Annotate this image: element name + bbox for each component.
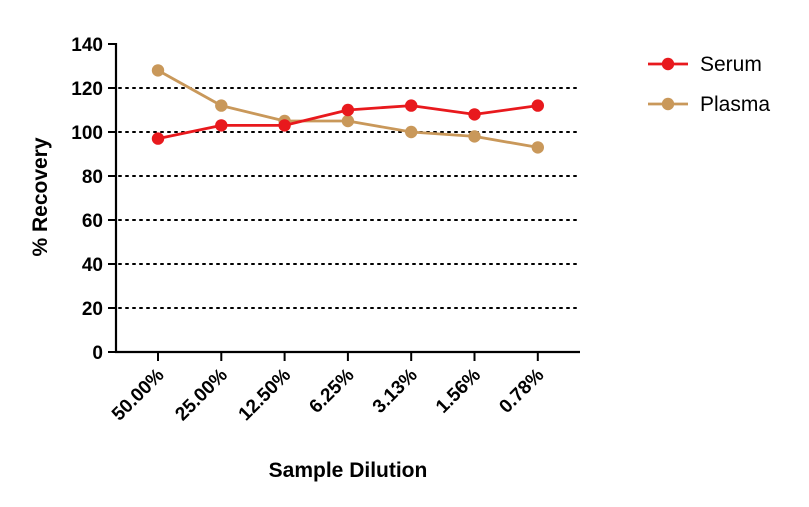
x-tick-label: 0.78% [495,365,548,418]
legend-label: Serum [700,53,762,76]
x-tick-label: 12.50% [235,365,295,425]
x-tick-label: 50.00% [108,365,168,425]
y-tick-label: 80 [82,167,103,188]
legend-label: Plasma [700,93,770,116]
y-tick-label: 0 [92,343,103,364]
data-point-serum [405,99,418,112]
data-point-serum [215,119,228,132]
y-tick-label: 120 [71,79,103,100]
series-serum [151,99,544,145]
data-point-plasma [341,114,355,128]
y-axis-title: % Recovery [29,137,52,256]
x-tick-label: 25.00% [171,365,231,425]
data-point-serum [151,132,165,145]
data-point-plasma [531,141,544,154]
data-point-serum [278,119,291,132]
data-point-plasma [468,130,481,143]
data-point-serum [341,103,355,117]
x-tick-label: 1.56% [432,365,485,418]
data-point-serum [531,99,544,112]
x-axis-title: Sample Dilution [269,459,428,482]
data-point-plasma [151,64,165,77]
y-tick-label: 100 [71,123,103,144]
data-point-serum [468,108,481,121]
y-tick-label: 140 [71,35,103,56]
legend-item-plasma: Plasma [648,93,770,116]
y-tick-label: 60 [82,211,103,232]
y-tick-label: 20 [82,299,103,320]
y-tick-label: 40 [82,255,103,276]
legend-item-serum: Serum [648,53,762,76]
x-axis-ticks: 50.00% 25.00% 12.50% 6.25% 3.13% 1.56% 0.78% [108,352,548,425]
legend-swatch-marker [661,97,675,111]
y-axis-ticks: 0 20 40 60 80 100 120 140 [71,35,116,364]
legend-swatch-marker [661,57,675,71]
data-point-plasma [215,99,228,112]
series-group [151,64,544,154]
x-tick-label: 6.25% [305,365,358,418]
x-tick-label: 3.13% [369,365,422,418]
data-point-plasma [405,125,418,139]
legend: Serum Plasma [648,53,770,116]
